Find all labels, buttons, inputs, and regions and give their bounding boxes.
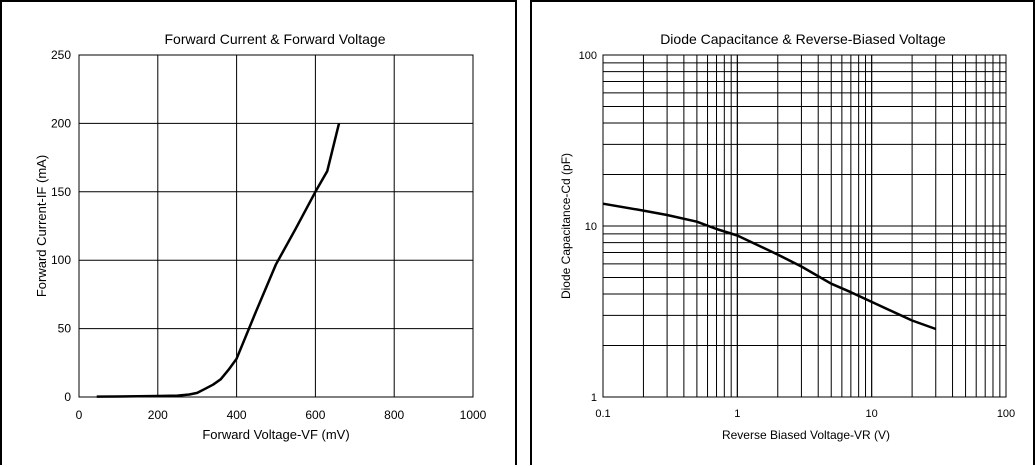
x-tick-labels: 0 200 400 600 800 1000 <box>76 408 487 422</box>
x-tick-label: 1 <box>734 408 740 420</box>
x-tick-label: 100 <box>997 408 1015 420</box>
x-axis-label: Reverse Biased Voltage-VR (V) <box>722 428 890 442</box>
y-tick-label: 0 <box>64 390 71 404</box>
plot-area-frame <box>78 54 474 398</box>
y-tick-label: 50 <box>58 322 72 336</box>
x-tick-label: 10 <box>866 408 878 420</box>
forward-current-chart-panel: Forward Current & Forward Voltage 0 200 40… <box>0 0 517 465</box>
y-tick-labels: 1 10 100 <box>579 50 597 404</box>
forward-current-chart: Forward Current & Forward Voltage 0 200 40… <box>34 31 487 442</box>
series-line <box>602 202 937 331</box>
y-tick-label: 150 <box>51 185 71 199</box>
y-tick-label: 250 <box>51 48 71 62</box>
y-tick-label: 100 <box>579 50 597 62</box>
diode-capacitance-chart: Diode Capacitance & Reverse-Biased Volta… <box>559 31 1015 442</box>
diode-capacitance-chart-panel: Diode Capacitance & Reverse-Biased Volta… <box>530 0 1035 465</box>
x-tick-label: 200 <box>148 408 168 422</box>
chart-title: Diode Capacitance & Reverse-Biased Volta… <box>660 31 946 47</box>
grid <box>602 54 1007 398</box>
x-tick-label: 400 <box>227 408 247 422</box>
x-tick-label: 0.1 <box>595 408 610 420</box>
plot-area-frame <box>602 54 1007 398</box>
y-axis-label: Diode Capacitance-Cd (pF) <box>559 153 573 299</box>
y-tick-label: 100 <box>51 253 71 267</box>
grid <box>78 54 474 398</box>
x-tick-label: 600 <box>305 408 325 422</box>
y-tick-label: 10 <box>585 221 597 233</box>
x-tick-label: 0 <box>76 408 83 422</box>
x-tick-label: 800 <box>384 408 404 422</box>
x-axis-label: Forward Voltage-VF (mV) <box>202 427 349 442</box>
y-axis-label: Forward Current-IF (mA) <box>34 155 49 297</box>
x-tick-labels: 0.1 1 10 100 <box>595 408 1015 420</box>
y-tick-label: 1 <box>591 392 597 404</box>
x-tick-label: 1000 <box>460 408 487 422</box>
chart-title: Forward Current & Forward Voltage <box>165 31 386 47</box>
series-line <box>96 123 341 398</box>
y-tick-labels: 0 50 100 150 200 250 <box>51 48 71 404</box>
y-tick-label: 200 <box>51 116 71 130</box>
